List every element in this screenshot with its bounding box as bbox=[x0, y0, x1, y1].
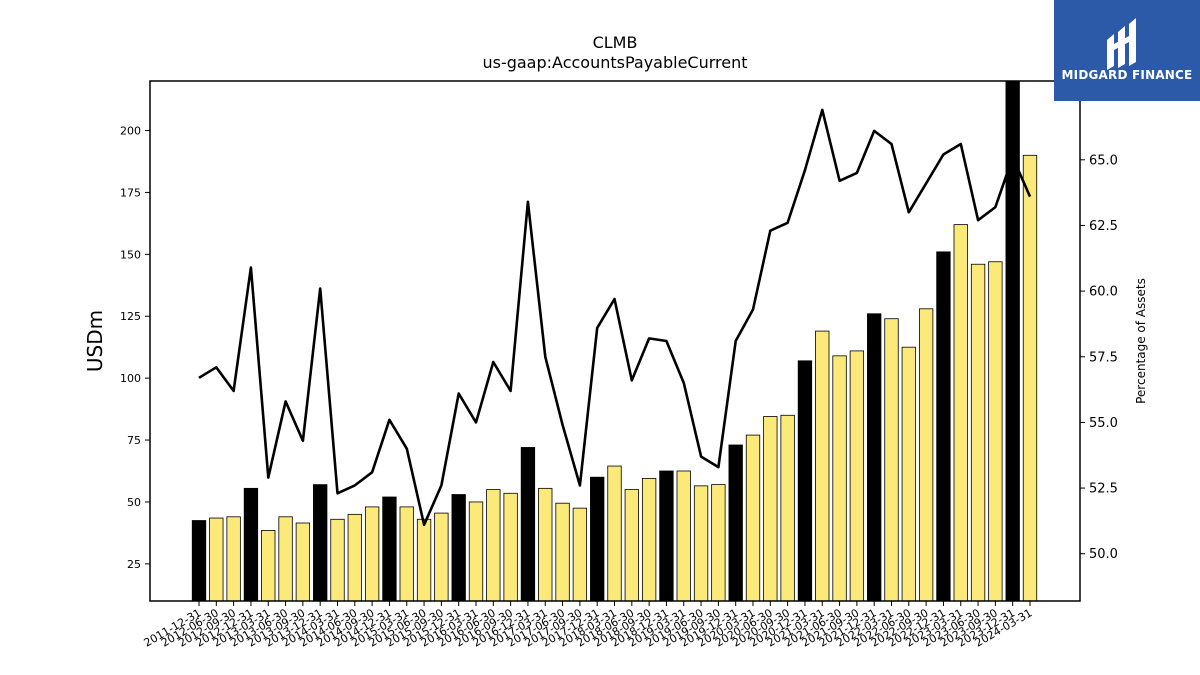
logo-text: MIDGARD FINANCE bbox=[1061, 68, 1193, 82]
bar-2022-06-30 bbox=[901, 346, 916, 602]
bar-2014-12-31 bbox=[382, 496, 397, 602]
bar-2015-06-30 bbox=[416, 518, 432, 602]
bar-2022-03-31 bbox=[884, 318, 899, 602]
bar-2014-03-31 bbox=[330, 518, 345, 602]
y2-axis-label: Percentage of Assets bbox=[1134, 278, 1148, 404]
bar-2019-12-31 bbox=[728, 444, 743, 602]
bar-2023-03-31 bbox=[953, 224, 968, 602]
y2-tick-label: 55.0 bbox=[1089, 416, 1118, 431]
bar-2020-03-31 bbox=[745, 434, 761, 602]
bar-2018-09-30 bbox=[641, 478, 657, 602]
bar-2016-09-30 bbox=[503, 492, 518, 602]
bar-2012-06-30 bbox=[209, 517, 224, 602]
bar-2017-12-31 bbox=[590, 476, 605, 602]
bar-2018-06-30 bbox=[624, 489, 639, 602]
bar-2021-06-30 bbox=[832, 355, 847, 602]
bar-2019-09-30 bbox=[711, 484, 726, 602]
bar-2017-03-31 bbox=[538, 487, 553, 602]
bar-2024-03-31 bbox=[1022, 154, 1038, 602]
bar-2021-12-31 bbox=[867, 313, 882, 602]
y-tick-label: 75 bbox=[127, 434, 141, 447]
y-tick-label: 125 bbox=[120, 310, 141, 323]
bar-2021-03-31 bbox=[815, 330, 830, 602]
bar-2013-03-31 bbox=[261, 530, 276, 602]
y-tick-label: 200 bbox=[120, 125, 141, 138]
bar-2016-12-31 bbox=[520, 447, 536, 602]
bar-2018-12-31 bbox=[659, 470, 674, 602]
bar-2013-06-30 bbox=[278, 516, 293, 602]
bar-2014-06-30 bbox=[347, 513, 362, 602]
y-tick-label: 100 bbox=[120, 372, 141, 385]
y2-tick-label: 57.5 bbox=[1089, 350, 1118, 365]
bar-2014-09-30 bbox=[364, 506, 380, 602]
y-tick-label: 150 bbox=[120, 248, 141, 261]
y2-tick-label: 60.0 bbox=[1089, 285, 1118, 300]
y2-tick-label: 65.0 bbox=[1089, 153, 1118, 168]
bar-2015-09-30 bbox=[434, 512, 449, 602]
bar-2016-03-31 bbox=[468, 501, 484, 602]
bar-2023-09-30 bbox=[988, 261, 1003, 602]
y2-tick-label: 62.5 bbox=[1089, 219, 1118, 234]
bar-2013-12-31 bbox=[313, 484, 328, 602]
bar-2020-06-30 bbox=[763, 416, 778, 602]
bar-2019-03-31 bbox=[676, 470, 691, 602]
y-axis-label: USDm bbox=[83, 310, 107, 372]
y-tick-label: 25 bbox=[127, 558, 141, 571]
percentage-of-assets-line bbox=[198, 108, 1032, 527]
bar-2016-06-30 bbox=[486, 489, 501, 602]
bar-2015-12-31 bbox=[451, 494, 466, 602]
midgard-finance-logo: MIDGARD FINANCE bbox=[1054, 0, 1200, 101]
y-tick-label: 50 bbox=[127, 496, 141, 509]
bar-2022-09-30 bbox=[918, 308, 934, 602]
chart-subtitle: us-gaap:AccountsPayableCurrent bbox=[482, 53, 747, 72]
y2-tick-label: 50.0 bbox=[1089, 547, 1118, 562]
bar-2018-03-31 bbox=[607, 465, 622, 602]
plot-frame bbox=[149, 80, 1081, 602]
bar-2017-06-30 bbox=[555, 502, 570, 602]
chart-title: CLMB bbox=[593, 33, 638, 52]
bar-2012-12-31 bbox=[243, 487, 259, 602]
bar-2015-03-31 bbox=[399, 506, 414, 602]
bar-2017-09-30 bbox=[572, 507, 588, 602]
bar-2023-06-30 bbox=[970, 263, 986, 602]
bar-2011-12-31 bbox=[191, 520, 207, 602]
bar-2019-06-30 bbox=[693, 485, 709, 602]
bar-2013-09-30 bbox=[295, 522, 311, 602]
bar-2020-09-30 bbox=[780, 414, 795, 602]
midgard-m-logo-icon bbox=[1054, 0, 1200, 101]
bar-2020-12-31 bbox=[797, 360, 813, 602]
y2-tick-label: 52.5 bbox=[1089, 482, 1118, 497]
bar-2012-09-30 bbox=[226, 516, 241, 602]
bar-2021-09-30 bbox=[849, 350, 865, 602]
y-tick-label: 175 bbox=[120, 186, 141, 199]
bar-2022-12-31 bbox=[936, 251, 951, 602]
